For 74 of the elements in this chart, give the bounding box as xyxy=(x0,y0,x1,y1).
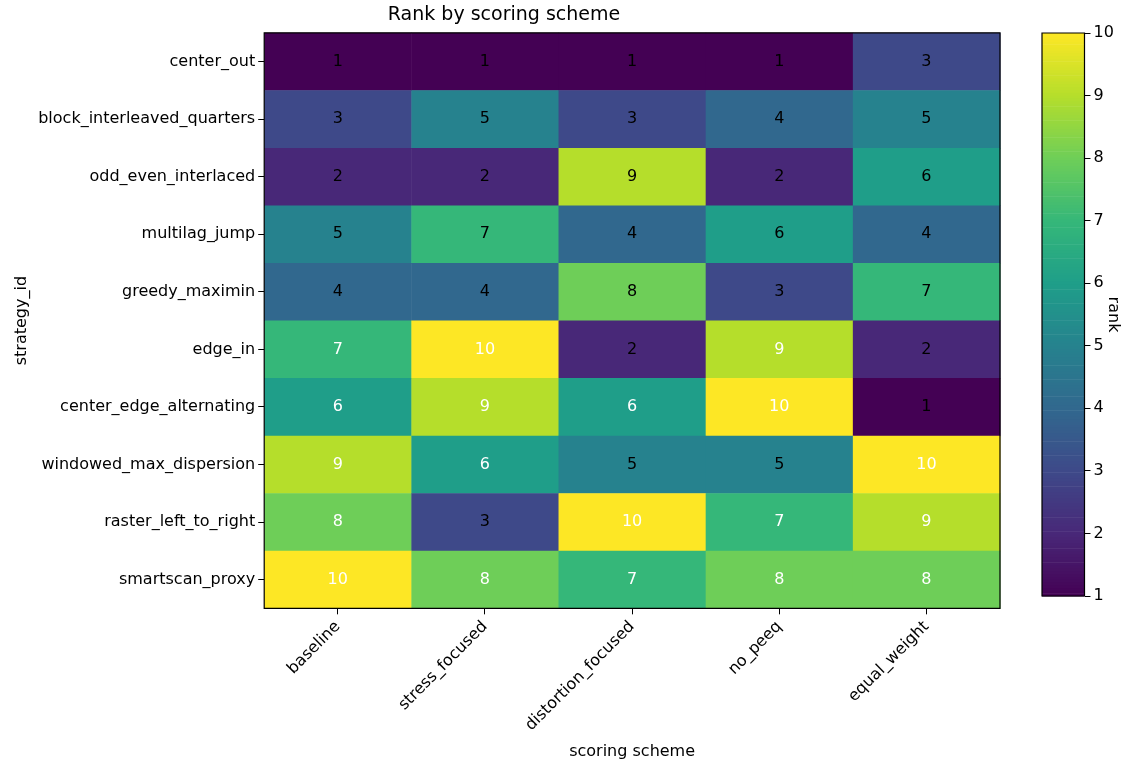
y-tick-label: block_interleaved_quarters xyxy=(38,108,256,129)
y-tick-label: multilag_jump xyxy=(141,223,256,244)
data-label: 6 xyxy=(921,165,932,185)
data-label: 9 xyxy=(332,453,343,473)
data-label: 3 xyxy=(774,280,785,300)
data-label: 8 xyxy=(921,568,932,588)
data-label: 10 xyxy=(327,568,348,588)
data-label: 7 xyxy=(921,280,932,300)
color-bar-label: 5 xyxy=(1093,334,1104,354)
x-axis-title: scoring scheme xyxy=(569,740,696,760)
data-label: 10 xyxy=(916,453,937,473)
color-bar-title: rank xyxy=(1105,296,1125,334)
data-label: 10 xyxy=(769,396,790,416)
y-tick-label: greedy_maximin xyxy=(122,280,256,301)
data-label: 4 xyxy=(774,108,785,128)
data-label: 2 xyxy=(774,165,785,185)
data-label: 2 xyxy=(479,165,491,185)
data-label: 3 xyxy=(921,50,932,70)
data-label: 4 xyxy=(332,280,343,300)
data-label: 6 xyxy=(332,396,343,416)
data-label: 4 xyxy=(921,223,932,243)
data-label: 8 xyxy=(627,280,638,300)
data-label: 6 xyxy=(479,453,491,473)
data-label: 3 xyxy=(627,108,638,128)
data-label: 6 xyxy=(774,223,785,243)
data-label: 1 xyxy=(774,50,785,70)
y-tick-label: center_edge_alternating xyxy=(60,396,256,417)
data-label: 3 xyxy=(479,511,491,531)
y-tick-label: smartscan_proxy xyxy=(118,568,256,589)
y-axis-title: strategy_id xyxy=(10,275,31,366)
data-label: 7 xyxy=(332,338,343,358)
data-label: 4 xyxy=(627,223,638,243)
data-label: 1 xyxy=(627,50,638,70)
color-bar-label: 8 xyxy=(1093,147,1104,167)
data-label: 6 xyxy=(627,396,638,416)
data-label: 10 xyxy=(474,338,496,358)
data-label: 5 xyxy=(332,223,343,243)
data-label: 4 xyxy=(479,280,491,300)
data-label: 2 xyxy=(627,338,638,358)
data-label: 2 xyxy=(921,338,932,358)
color-bar-label: 2 xyxy=(1093,522,1104,542)
color-bar-label: 10 xyxy=(1093,22,1114,42)
data-label: 7 xyxy=(774,511,785,531)
data-label: 8 xyxy=(332,511,343,531)
y-tick-label: center_out xyxy=(169,50,256,71)
y-tick-label: edge_in xyxy=(192,338,256,359)
data-label: 9 xyxy=(627,165,638,185)
data-label: 5 xyxy=(479,108,491,128)
data-label: 5 xyxy=(774,453,785,473)
data-label: 1 xyxy=(479,50,491,70)
y-tick-label: windowed_max_dispersion xyxy=(41,453,256,474)
color-bar-label: 9 xyxy=(1093,84,1104,104)
color-bar-label: 3 xyxy=(1093,460,1104,480)
data-label: 9 xyxy=(774,338,785,358)
data-label: 2 xyxy=(332,165,343,185)
y-tick-label: odd_even_interlaced xyxy=(89,165,256,186)
y-tick-label: raster_left_to_right xyxy=(104,511,256,532)
data-label: 1 xyxy=(921,396,932,416)
data-label: 3 xyxy=(332,108,343,128)
data-label: 8 xyxy=(774,568,785,588)
color-bar-label: 4 xyxy=(1093,397,1104,417)
color-bar-label: 1 xyxy=(1093,585,1104,605)
data-label: 10 xyxy=(621,511,643,531)
data-label: 7 xyxy=(627,568,638,588)
data-label: 5 xyxy=(627,453,638,473)
data-label: 7 xyxy=(479,223,491,243)
data-label: 9 xyxy=(921,511,932,531)
data-label: 9 xyxy=(479,396,491,416)
data-label: 5 xyxy=(921,108,932,128)
data-label: 8 xyxy=(479,568,491,588)
color-bar-label: 6 xyxy=(1093,272,1104,292)
chart-title: Rank by scoring scheme xyxy=(387,2,621,25)
data-label: 1 xyxy=(332,50,343,70)
color-bar-label: 7 xyxy=(1093,209,1104,229)
